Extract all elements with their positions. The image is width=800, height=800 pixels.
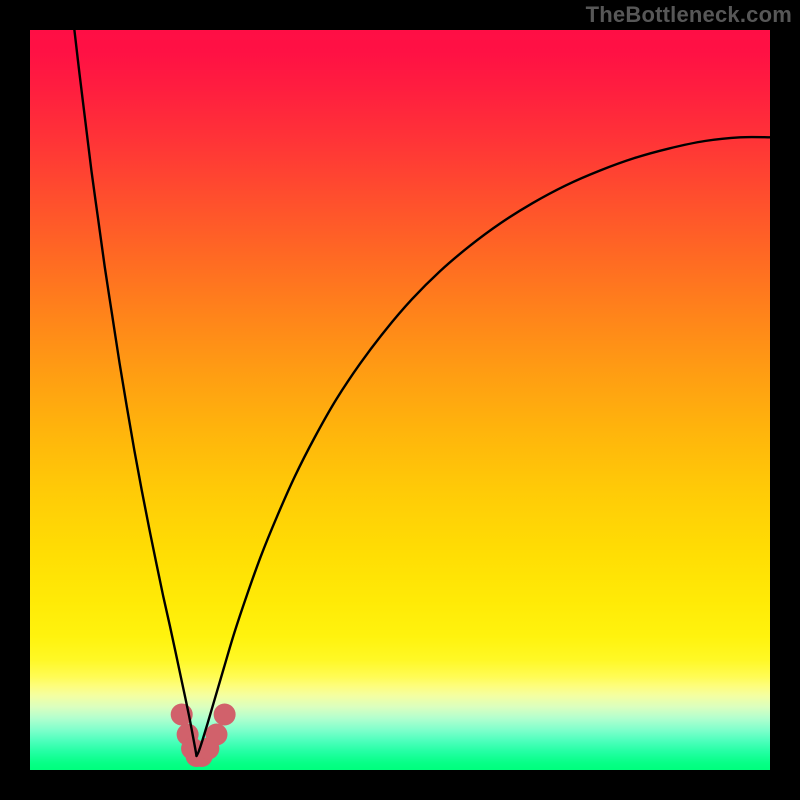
chart-root: TheBottleneck.com [0, 0, 800, 800]
plot-area [30, 30, 770, 770]
trough-marker [205, 723, 227, 745]
heat-gradient-background [30, 30, 770, 770]
trough-marker [214, 704, 236, 726]
bottleneck-curve-chart [30, 30, 770, 770]
watermark-text: TheBottleneck.com [586, 2, 792, 28]
